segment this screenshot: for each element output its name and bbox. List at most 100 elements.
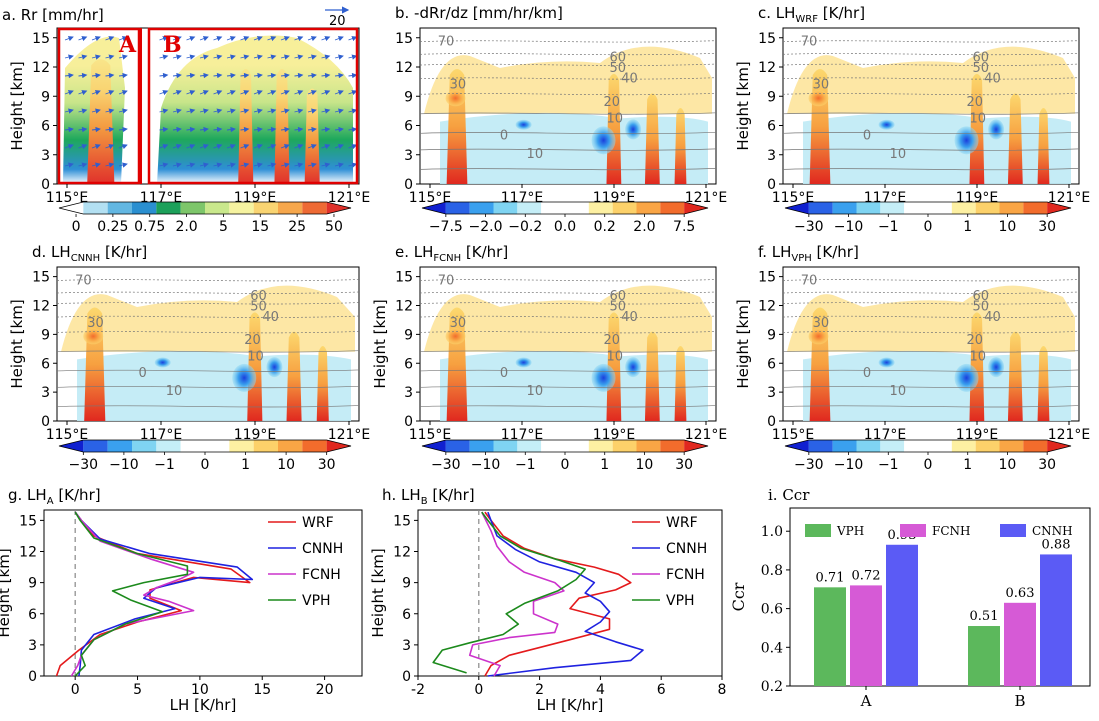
- x-axis-label: LH [K/hr]: [537, 696, 604, 714]
- x-tick-label: 115°E: [46, 190, 89, 206]
- wind-vector: [307, 126, 317, 133]
- colorbar-swatch: [59, 202, 84, 214]
- contour-label: 40: [984, 72, 1001, 87]
- wind-vector: [240, 90, 250, 96]
- heating-column: [674, 346, 687, 421]
- legend-swatch: [1000, 524, 1026, 537]
- wind-vector: [348, 90, 358, 96]
- wind-vector: [78, 36, 88, 42]
- wind-vector: [294, 36, 304, 42]
- colorbar-swatch: [541, 440, 565, 452]
- contour-label: 30: [450, 78, 467, 93]
- wind-vector: [307, 108, 317, 114]
- temperature-contour: [56, 331, 360, 334]
- wind-vector: [253, 126, 263, 133]
- y-tick-label: 15: [395, 270, 413, 286]
- wind-vector: [159, 108, 169, 114]
- colorbar-swatch: [612, 440, 637, 452]
- panel-title: c. LHWRF [K/hr]: [758, 4, 865, 25]
- temperature-contour: [782, 315, 1080, 318]
- colorbar-tick-label: 15: [251, 219, 269, 235]
- wind-vector: [294, 126, 304, 133]
- heating-column: [606, 73, 622, 184]
- y-tick-label: 3: [28, 638, 37, 654]
- bar-value-label: 0.51: [970, 609, 999, 624]
- colorbar-swatch: [422, 202, 446, 214]
- heating-column: [1037, 346, 1050, 421]
- contour-label: 10: [527, 384, 544, 399]
- y-tick-label: 3: [402, 638, 411, 654]
- warming-region: [424, 46, 712, 114]
- temperature-contour: [782, 77, 1080, 80]
- wind-vector: [213, 144, 223, 150]
- contour-label: 20: [967, 333, 984, 348]
- wind-vector: [253, 90, 263, 96]
- wind-vector: [321, 126, 331, 133]
- legend-label: CNNH: [666, 541, 707, 557]
- wind-vector: [78, 72, 88, 79]
- bar-vph-b: [968, 626, 1000, 686]
- panel-e: e. LHFCNH [K/hr]706050403020100100369121…: [371, 243, 727, 473]
- wind-vector: [186, 162, 196, 168]
- x-tick-label: 6: [657, 682, 666, 698]
- wind-vector: [118, 108, 128, 114]
- colorbar-swatch: [107, 440, 132, 452]
- colorbar-tick-label: 30: [1038, 457, 1056, 473]
- colorbar-swatch: [684, 202, 708, 214]
- x-tick-label: 117°E: [501, 427, 544, 443]
- legend-label: FCNH: [302, 567, 341, 583]
- colorbar-tick-label: −1: [515, 457, 536, 473]
- wind-vector: [294, 162, 304, 168]
- wind-vector: [334, 90, 344, 96]
- series-line-vph: [432, 511, 586, 674]
- x-axis-label: LH [K/hr]: [170, 696, 237, 714]
- temperature-contour: [782, 63, 1080, 66]
- wind-vector: [199, 36, 209, 42]
- temperature-contour: [419, 92, 717, 96]
- y-tick-label: 12: [32, 60, 50, 76]
- wind-vector: [172, 162, 182, 168]
- temperature-contour: [56, 302, 360, 305]
- wind-vector: [294, 72, 304, 79]
- temperature-contour: [419, 350, 717, 353]
- temperature-contour: [782, 168, 1080, 171]
- bar-vph-a: [814, 587, 846, 686]
- wind-vector: [118, 54, 128, 60]
- colorbar-swatch: [808, 202, 833, 214]
- temperature-contour: [419, 405, 717, 408]
- colorbar-swatch: [565, 440, 589, 452]
- heating-column: [674, 108, 687, 184]
- colorbar-tick-label: −1: [154, 457, 175, 473]
- wind-vector: [186, 36, 196, 42]
- wind-vector: [348, 162, 358, 168]
- y-tick-label: 6: [41, 119, 50, 135]
- y-axis-label: Height [km]: [734, 61, 752, 150]
- colorbar-tick-label: 0.0: [554, 219, 576, 235]
- warming-region: [61, 285, 355, 352]
- wind-vector: [334, 126, 344, 133]
- temperature-contour: [419, 168, 717, 171]
- colorbar-tick-label: −10: [109, 457, 139, 473]
- y-tick-label: 0.4: [761, 640, 783, 656]
- bar-fcnh-a: [850, 585, 882, 686]
- panel-title: i. Ccr: [768, 486, 810, 504]
- wind-vector: [64, 162, 74, 168]
- colorbar-swatch: [636, 440, 661, 452]
- colorbar-swatch: [253, 440, 278, 452]
- region-b-box: [147, 27, 359, 185]
- x-tick-label: 15: [253, 682, 271, 698]
- y-tick-label: 15: [758, 270, 776, 286]
- y-tick-label: 9: [41, 327, 50, 343]
- panel-g: g. LHA [K/hr] 0 5 10 15 20 0 3 6 9 12 15 LH [K/hr] He…: [0, 486, 363, 714]
- x-tick-label: 115°E: [772, 427, 815, 443]
- colorbar-tick-label: 10: [999, 219, 1017, 235]
- wind-vector: [267, 162, 277, 168]
- colorbar-tick-label: −0.2: [508, 219, 542, 235]
- temperature-contour: [782, 148, 1080, 151]
- contour-label: 60: [972, 50, 989, 65]
- y-tick-label: 3: [767, 385, 776, 401]
- wind-vector: [280, 72, 290, 79]
- temperature-contour: [419, 369, 717, 372]
